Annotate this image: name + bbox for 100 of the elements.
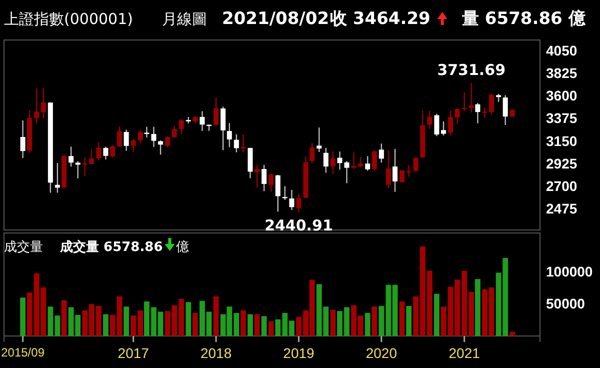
bar <box>254 314 260 336</box>
annotation: 億 <box>176 240 189 255</box>
y-tick-label: 3375 <box>546 110 578 126</box>
annotation: 成交量 6578.86 <box>59 239 163 255</box>
candlestick <box>378 143 384 164</box>
y-tick-label: 50000 <box>546 295 586 312</box>
text: 量 6578.86 億 <box>461 9 586 29</box>
candlestick <box>165 136 170 148</box>
candlestick <box>138 129 143 144</box>
candlestick <box>234 134 239 153</box>
bar <box>124 306 130 336</box>
candlestick <box>96 142 102 161</box>
candlestick <box>316 126 322 153</box>
candlestick <box>226 122 232 148</box>
y-tick-label: 2925 <box>546 155 578 172</box>
y-tick-label: 3150 <box>546 132 578 149</box>
bar <box>372 306 378 336</box>
candlestick <box>220 106 226 151</box>
y-tick-label: 3600 <box>546 88 578 104</box>
candlestick <box>337 150 342 170</box>
bar <box>116 296 122 336</box>
bar <box>510 332 516 336</box>
candlestick <box>110 144 116 158</box>
x-tick-label: 2020 <box>366 344 398 361</box>
candlestick <box>124 129 129 152</box>
candlestick <box>75 160 80 179</box>
bar <box>434 294 440 336</box>
candlestick <box>386 150 391 189</box>
candlestick <box>130 138 136 153</box>
annotation: 3731.69 <box>437 60 506 79</box>
candlestick <box>413 156 418 172</box>
candlestick <box>289 189 294 211</box>
y-tick-label: 2700 <box>546 178 578 194</box>
candlestick <box>117 126 122 148</box>
candlestick <box>475 102 480 124</box>
candlestick <box>103 146 108 160</box>
bar <box>20 298 26 336</box>
candlestick <box>310 142 315 164</box>
bar <box>364 312 370 336</box>
candlestick <box>68 146 74 168</box>
candlestick <box>330 150 336 175</box>
candlestick <box>427 110 432 130</box>
candlestick <box>296 192 302 214</box>
bar <box>240 310 246 336</box>
candlestick <box>144 126 150 138</box>
bar <box>248 314 253 336</box>
candlestick <box>178 118 184 135</box>
x-tick-label: 2015/09 <box>1 346 45 360</box>
y-tick-label: 4050 <box>546 42 578 59</box>
x-tick-label: 2017 <box>118 344 150 361</box>
candlestick <box>200 110 205 132</box>
text: 收 3464.29 <box>330 9 430 29</box>
bar <box>406 306 412 336</box>
chart-subtitle: 月線圖 <box>162 10 207 28</box>
bar <box>261 316 267 336</box>
bar <box>475 279 480 336</box>
candlestick <box>40 87 46 120</box>
candlestick <box>468 82 474 113</box>
y-tick-label: 3825 <box>546 65 578 82</box>
candlestick <box>406 164 412 178</box>
y-tick-label: 100000 <box>546 264 593 280</box>
bar <box>48 306 54 336</box>
candlestick <box>268 173 274 193</box>
candlestick <box>502 94 508 126</box>
candlestick <box>248 147 253 179</box>
bar <box>103 314 108 336</box>
bar <box>330 310 336 336</box>
candlestick <box>365 156 370 172</box>
candlestick <box>448 110 454 136</box>
x-tick-label: 2019 <box>283 344 315 361</box>
bar <box>440 306 446 336</box>
candlestick <box>262 164 267 192</box>
candlestick <box>34 88 40 124</box>
candlestick <box>151 126 156 148</box>
candlestick <box>392 148 398 192</box>
candlestick <box>172 125 177 138</box>
bar <box>186 302 192 336</box>
candlestick <box>20 120 26 159</box>
bar <box>110 314 116 336</box>
text: 2021/08/02 <box>222 9 330 29</box>
bar <box>213 296 219 336</box>
bar <box>61 300 67 336</box>
bar <box>192 312 198 336</box>
chart-title: 上證指數(000001) <box>4 10 133 28</box>
annotation: 2440.91 <box>264 216 333 234</box>
candlestick <box>344 160 350 184</box>
candlestick <box>372 149 377 172</box>
x-tick-label: 2018 <box>200 344 232 361</box>
candlestick <box>214 96 219 126</box>
candlestick <box>454 108 460 124</box>
candlestick <box>434 113 440 137</box>
x-tick-label: 2021 <box>448 344 480 361</box>
bar <box>54 316 60 336</box>
candlestick <box>323 147 328 174</box>
candlestick <box>158 140 164 156</box>
bar <box>399 301 405 336</box>
candlestick <box>489 93 494 116</box>
candlestick <box>440 120 446 136</box>
candlestick <box>275 174 280 212</box>
y-tick-label: 2475 <box>546 200 578 217</box>
